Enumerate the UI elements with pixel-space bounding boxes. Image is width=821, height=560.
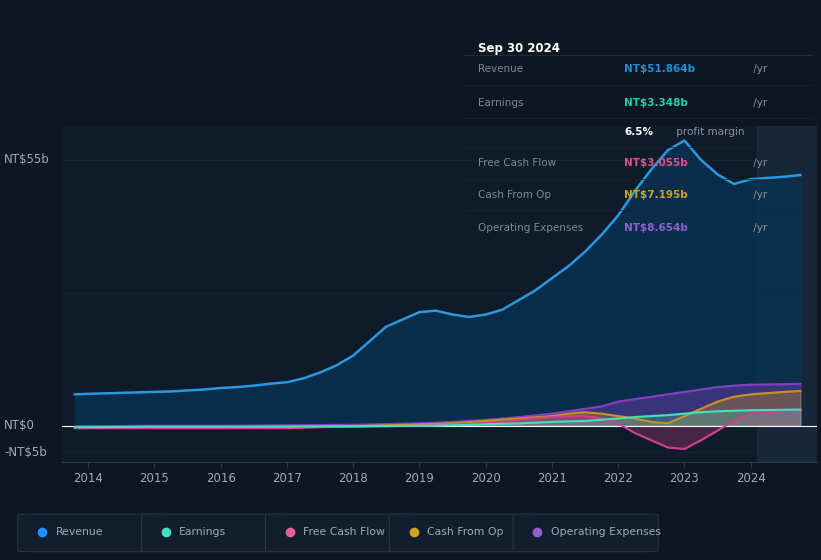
FancyBboxPatch shape	[265, 514, 410, 552]
Text: /yr: /yr	[750, 190, 768, 200]
FancyBboxPatch shape	[141, 514, 287, 552]
Text: Cash From Op: Cash From Op	[478, 190, 551, 200]
Text: profit margin: profit margin	[673, 127, 745, 137]
Text: NT$51.864b: NT$51.864b	[624, 64, 695, 74]
Text: Operating Expenses: Operating Expenses	[551, 527, 661, 537]
Text: NT$3.055b: NT$3.055b	[624, 158, 688, 169]
Text: NT$8.654b: NT$8.654b	[624, 223, 688, 234]
Text: /yr: /yr	[750, 158, 768, 169]
Text: Sep 30 2024: Sep 30 2024	[478, 42, 560, 55]
Text: Revenue: Revenue	[478, 64, 523, 74]
FancyBboxPatch shape	[513, 514, 658, 552]
Text: -NT$5b: -NT$5b	[4, 446, 47, 459]
Text: NT$55b: NT$55b	[4, 153, 50, 166]
Text: 6.5%: 6.5%	[624, 127, 654, 137]
Text: Operating Expenses: Operating Expenses	[478, 223, 583, 234]
Text: Revenue: Revenue	[56, 527, 103, 537]
Text: /yr: /yr	[750, 98, 768, 108]
Text: NT$0: NT$0	[4, 419, 35, 432]
FancyBboxPatch shape	[18, 514, 163, 552]
Text: NT$7.195b: NT$7.195b	[624, 190, 688, 200]
Text: /yr: /yr	[750, 223, 768, 234]
Text: Earnings: Earnings	[478, 98, 523, 108]
FancyBboxPatch shape	[389, 514, 534, 552]
Text: Free Cash Flow: Free Cash Flow	[303, 527, 385, 537]
Text: Cash From Op: Cash From Op	[427, 527, 503, 537]
Text: /yr: /yr	[750, 64, 768, 74]
Text: Free Cash Flow: Free Cash Flow	[478, 158, 556, 169]
Bar	[757, 126, 817, 462]
Text: NT$3.348b: NT$3.348b	[624, 98, 688, 108]
Text: Earnings: Earnings	[179, 527, 227, 537]
